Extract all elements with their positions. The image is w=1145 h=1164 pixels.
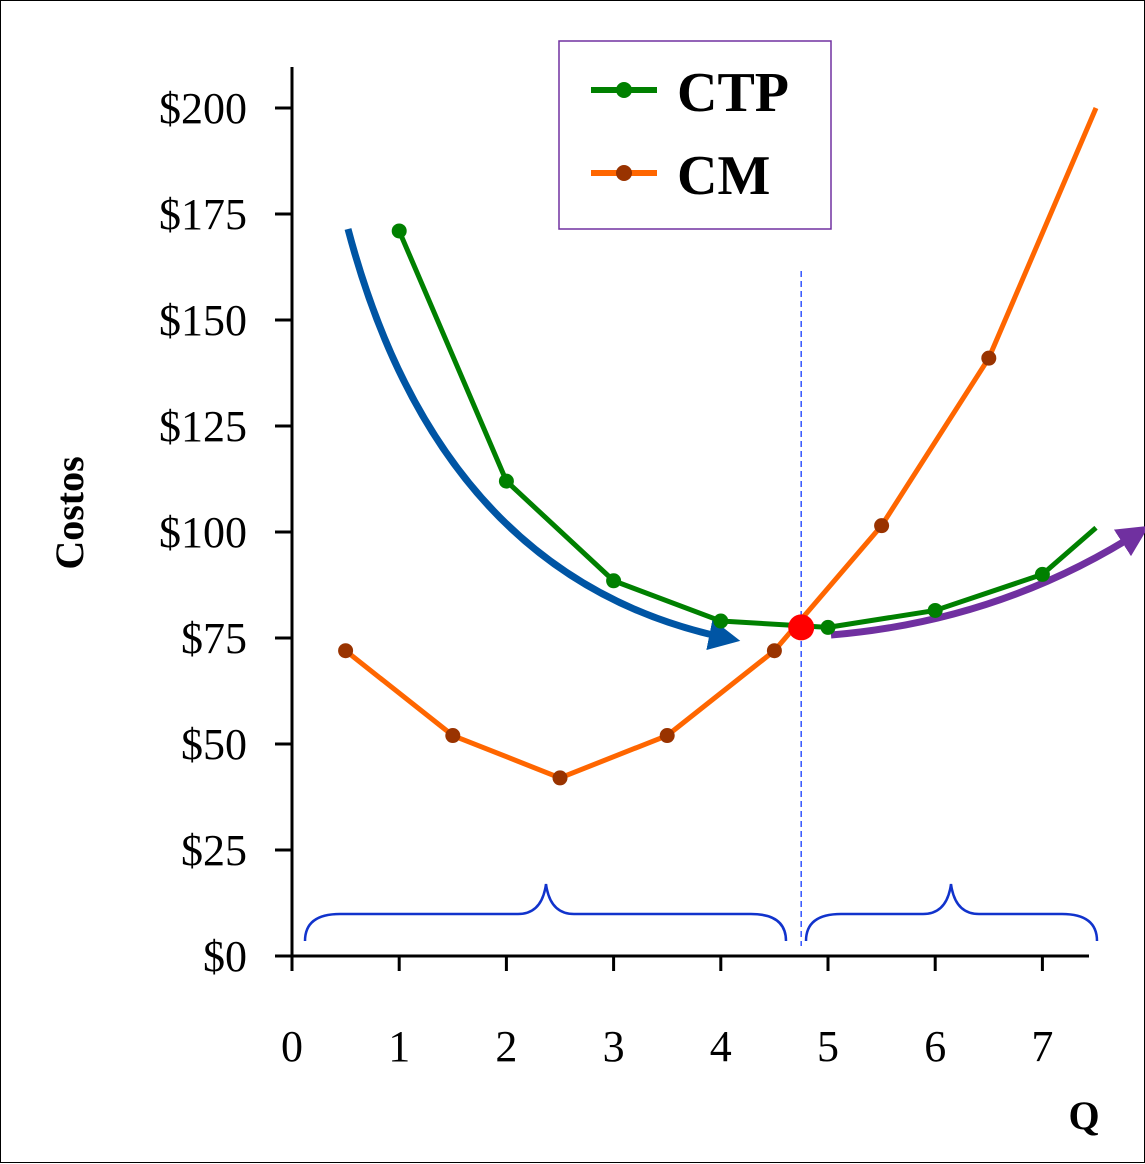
series-cm [338,107,1099,786]
x-tick-label: 7 [1031,1022,1053,1071]
data-point-ctp [1034,566,1050,582]
y-tick-label: $175 [159,190,247,239]
series-line-cm [344,107,1099,781]
y-axis-title: Costos [47,456,92,569]
data-point-cm [874,518,890,534]
y-tick-label: $0 [203,932,247,981]
data-point-cm [445,728,461,744]
data-point-ctp [820,619,836,635]
data-point-ctp [498,473,514,489]
intersection-point [788,614,815,641]
data-point-ctp [713,613,729,629]
y-tick-label: $100 [159,508,247,557]
legend-marker-ctp [616,82,632,98]
annotations [303,228,1145,946]
x-tick-label: 2 [495,1022,517,1071]
y-tick-label: $150 [159,296,247,345]
y-tick-label: $200 [159,84,247,133]
y-axis-ticks: $0 $25 $50 $75 $100 $125 $150 $175 $200 [159,84,292,981]
brace-increasing-region [804,883,1099,942]
x-tick-label: 4 [710,1022,732,1071]
y-tick-label: $125 [159,402,247,451]
legend: CTP CM [558,40,832,230]
brace-decreasing-region [303,883,788,942]
x-tick-label: 3 [603,1022,625,1071]
legend-box [558,40,832,230]
decreasing-trend-arrow [344,228,741,651]
data-point-cm [659,728,675,744]
series-line-ctp [396,229,1098,630]
x-axis-title: Q [1068,1093,1099,1138]
increasing-trend-arrow [830,525,1145,639]
legend-label-cm: CM [677,145,770,207]
x-tick-label: 5 [817,1022,839,1071]
y-tick-label: $25 [181,826,247,875]
axes [275,67,1089,971]
data-point-ctp [606,573,622,589]
data-point-cm [338,643,354,659]
series-layer [338,107,1099,786]
y-tick-label: $50 [181,720,247,769]
data-point-cm [552,770,568,786]
data-point-cm [981,350,997,366]
x-axis-ticks: 0 1 2 3 4 5 6 7 [281,956,1053,1071]
series-ctp [391,223,1098,635]
legend-marker-cm [616,165,632,181]
x-tick-label: 1 [388,1022,410,1071]
x-tick-label: 6 [924,1022,946,1071]
x-tick-label: 0 [281,1022,303,1071]
data-point-ctp [391,223,407,239]
legend-label-ctp: CTP [677,62,789,124]
data-point-cm [766,643,782,659]
y-tick-label: $75 [181,614,247,663]
data-point-ctp [927,602,943,618]
